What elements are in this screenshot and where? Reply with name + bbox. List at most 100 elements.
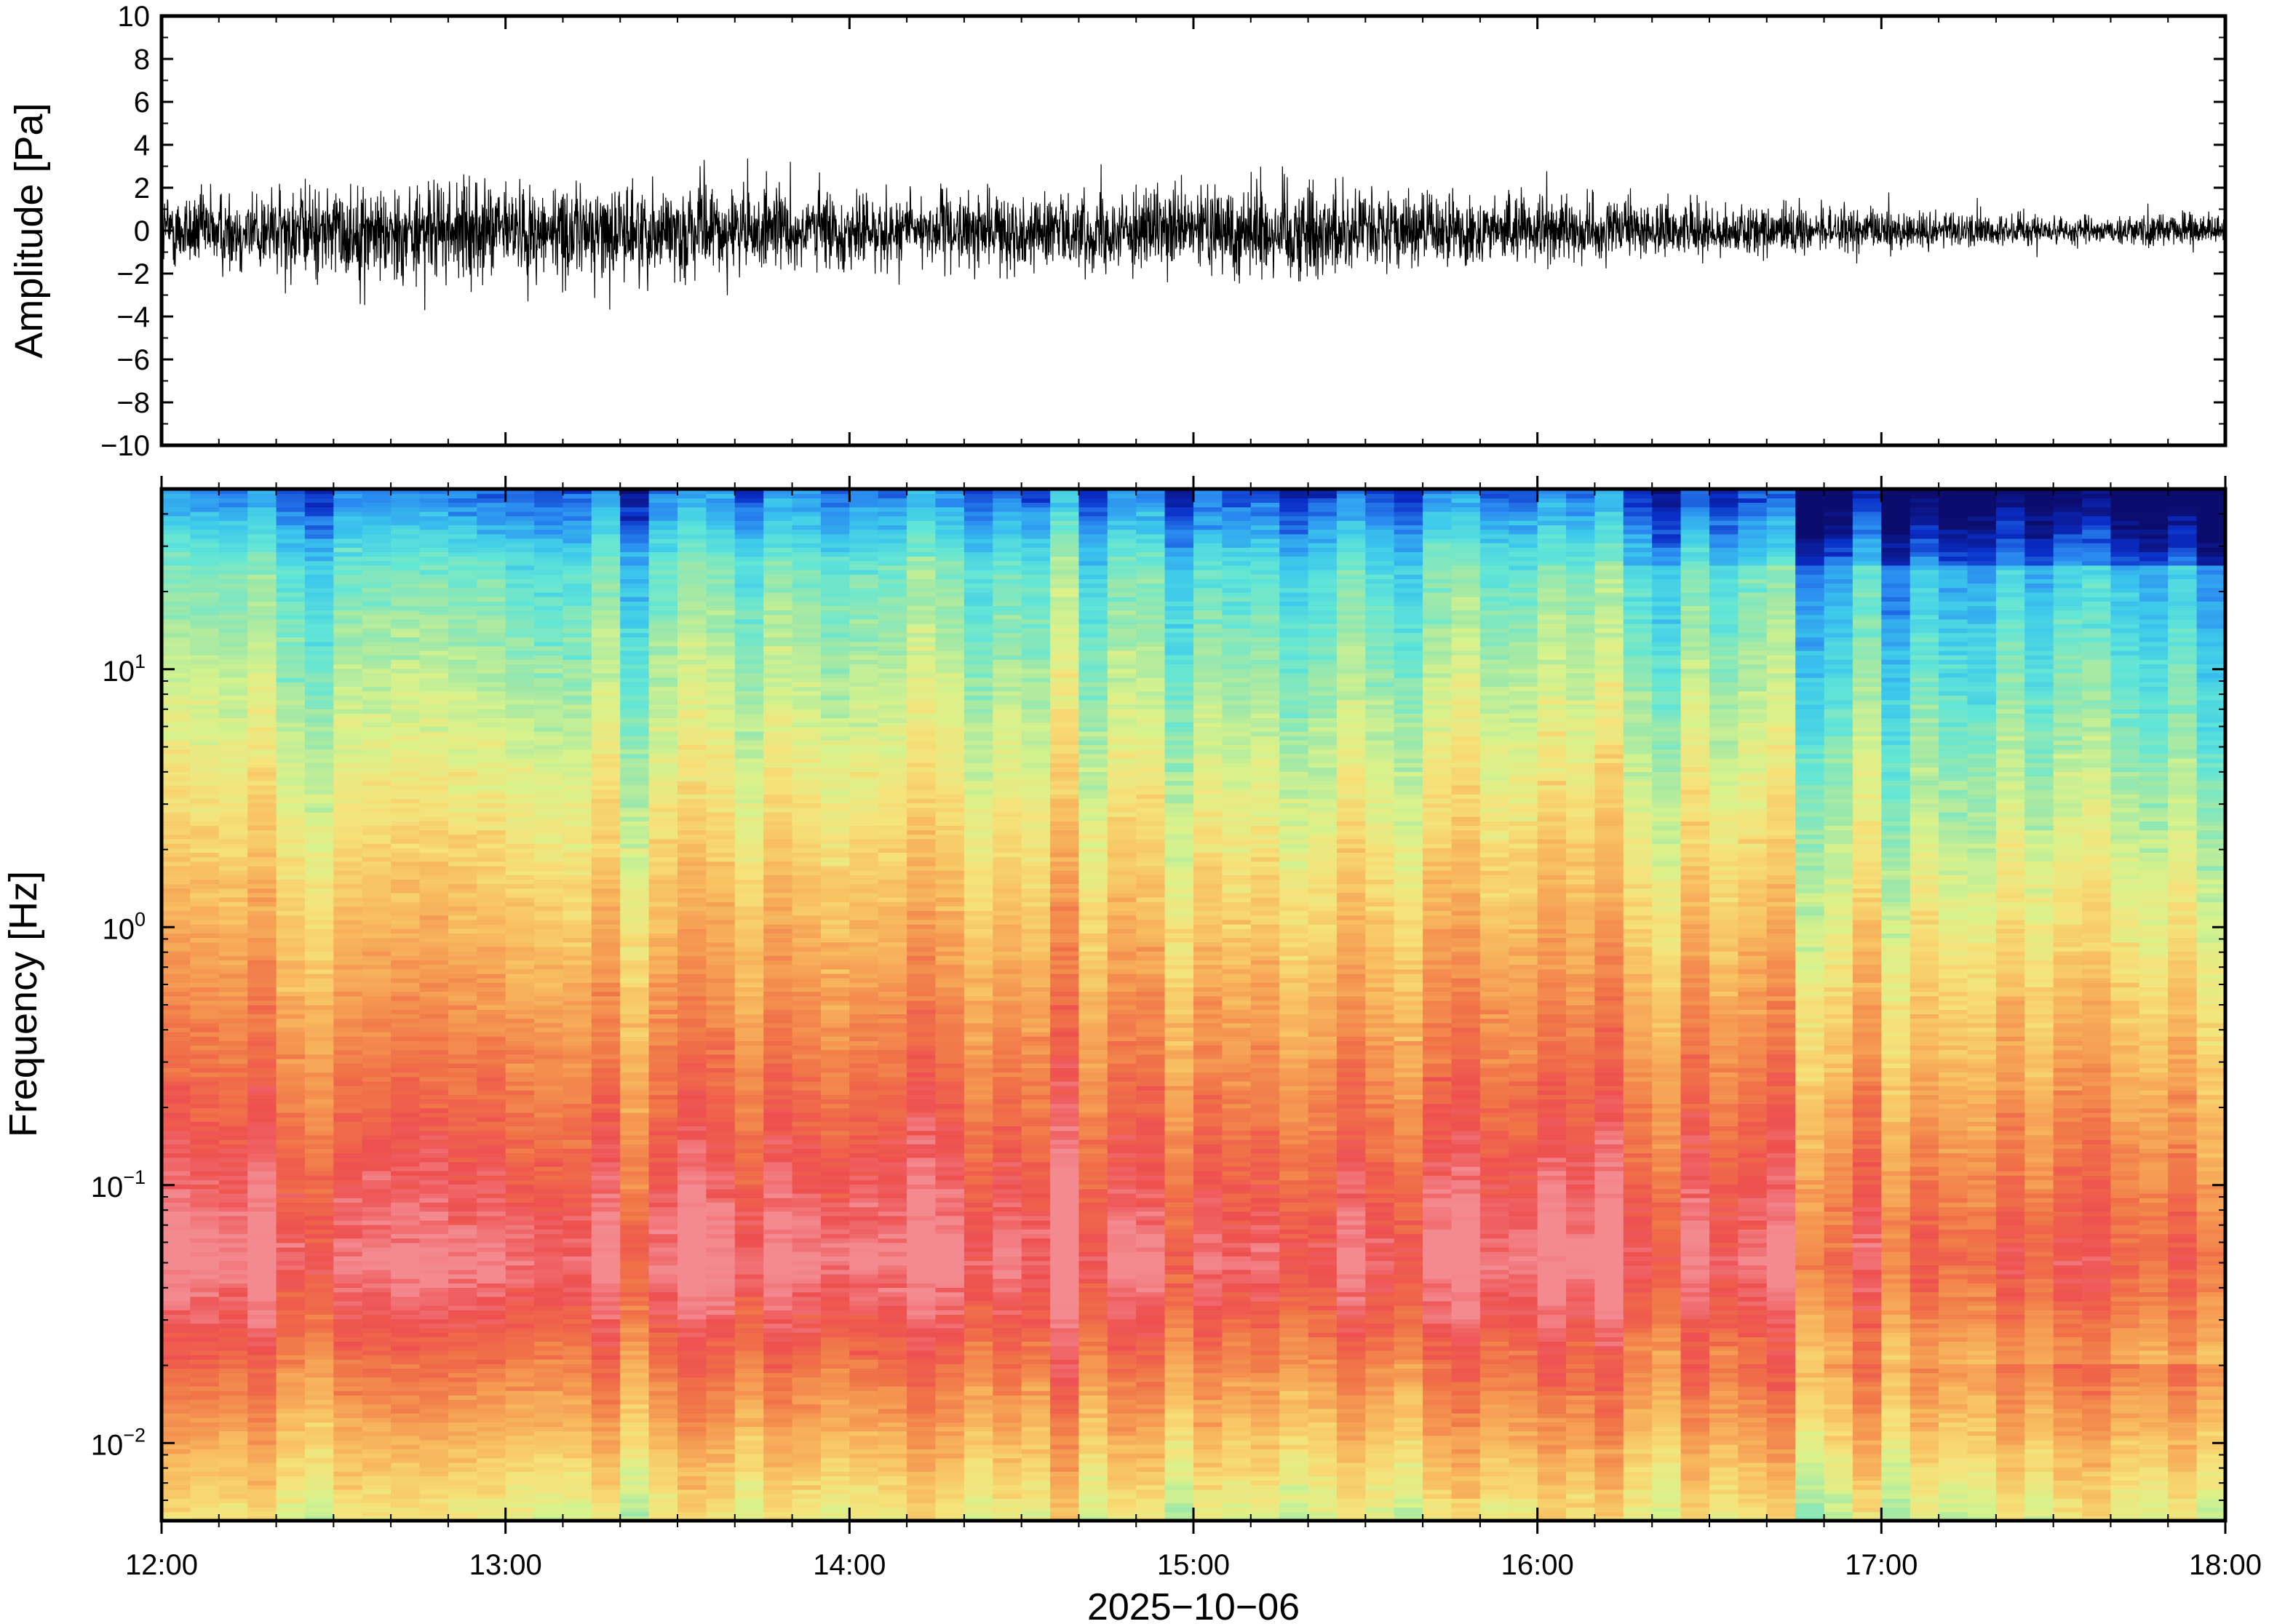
spectrogram-cell — [419, 1256, 449, 1262]
spectrogram-cell — [276, 1036, 306, 1041]
spectrogram-cell — [706, 1107, 736, 1113]
spectrogram-cell — [706, 1005, 736, 1010]
spectrogram-cell — [534, 888, 564, 893]
spectrogram-cell — [362, 888, 392, 893]
spectrogram-cell — [620, 1225, 650, 1230]
spectrogram-cell — [648, 919, 678, 925]
spectrogram-cell — [563, 1386, 592, 1391]
spectrogram-cell — [333, 1408, 363, 1414]
spectrogram-cell — [563, 597, 592, 602]
spectrogram-cell — [477, 1413, 506, 1418]
spectrogram-cell — [734, 749, 764, 755]
spectrogram-cell — [505, 682, 535, 687]
spectrogram-cell — [534, 1260, 564, 1266]
spectrogram-cell — [304, 1198, 334, 1203]
spectrogram-cell — [620, 726, 650, 732]
spectrogram-cell — [648, 955, 678, 960]
spectrogram-cell — [648, 601, 678, 606]
spectrogram-cell — [304, 699, 334, 705]
spectrogram-cell — [534, 1014, 564, 1019]
spectrogram-cell — [534, 1076, 564, 1082]
spectrogram-cell — [218, 1381, 248, 1387]
spectrogram-cell — [448, 1337, 477, 1342]
spectrogram-cell — [591, 942, 621, 947]
spectrogram-cell — [706, 1211, 736, 1217]
spectrogram-cell — [706, 1018, 736, 1024]
spectrogram-cell — [419, 1094, 449, 1100]
spectrogram-cell — [734, 1171, 764, 1176]
spectrogram-cell — [448, 1086, 477, 1091]
spectrogram-cell — [534, 1094, 564, 1100]
spectrogram-cell — [734, 946, 764, 952]
spectrogram-cell — [505, 1480, 535, 1486]
spectrogram-cell — [648, 664, 678, 669]
spectrogram-cell — [448, 597, 477, 602]
spectrogram-cell — [333, 529, 363, 535]
spectrogram-cell — [218, 583, 248, 589]
spectrogram-cell — [247, 1130, 277, 1136]
spectrogram-cell — [734, 529, 764, 535]
spectrogram-cell — [534, 592, 564, 597]
spectrogram-cell — [190, 1238, 220, 1243]
spectrogram-cell — [620, 829, 650, 835]
spectrogram-cell — [247, 731, 277, 736]
spectrogram-cell — [677, 740, 707, 746]
spectrogram-cell — [162, 1080, 191, 1086]
spectrogram-cell — [477, 1063, 506, 1068]
spectrogram-cell — [591, 1256, 621, 1262]
spectrogram-cell — [677, 1144, 707, 1149]
spectrogram-cell — [563, 1511, 592, 1517]
spectrogram-cell — [677, 489, 707, 494]
spectrogram-cell — [620, 489, 650, 494]
spectrogram-cell — [162, 525, 191, 530]
spectrogram-cell — [591, 1225, 621, 1230]
amplitude-axis-label: Amplitude [Pa] — [7, 103, 51, 358]
spectrogram-cell — [333, 946, 363, 952]
spectrogram-cell — [247, 1323, 277, 1329]
spectrogram-cell — [677, 888, 707, 893]
spectrogram-cell — [304, 583, 334, 589]
spectrogram-cell — [162, 1457, 191, 1463]
spectrogram-cell — [677, 1359, 707, 1364]
spectrogram-cell — [505, 1291, 535, 1297]
spectrogram-cell — [448, 1467, 477, 1472]
spectrogram-cell — [362, 1121, 392, 1127]
spectrogram-cell — [706, 780, 736, 786]
spectrogram-cell — [391, 605, 421, 611]
spectrogram-cell — [362, 1332, 392, 1337]
spectrogram-cell — [591, 767, 621, 772]
spectrogram-cell — [419, 1435, 449, 1441]
spectrogram-cell — [218, 1188, 248, 1194]
spectrogram-cell — [362, 525, 392, 530]
spectrogram-cell — [162, 897, 191, 902]
spectrogram-cell — [534, 816, 564, 821]
spectrogram-cell — [591, 1265, 621, 1270]
spectrogram-cell — [391, 736, 421, 741]
spectrogram-cell — [648, 533, 678, 539]
spectrogram-cell — [677, 1027, 707, 1032]
spectrogram-cell — [505, 556, 535, 562]
spectrogram-cell — [734, 637, 764, 642]
spectrogram-cell — [190, 498, 220, 503]
spectrogram-cell — [391, 1300, 421, 1306]
spectrogram-cell — [190, 829, 220, 835]
spectrogram-cell — [391, 1476, 421, 1481]
spectrogram-cell — [477, 776, 506, 781]
spectrogram-cell — [333, 1296, 363, 1302]
spectrogram-cell — [247, 1059, 277, 1064]
spectrogram-cell — [190, 1422, 220, 1428]
spectrogram-cell — [534, 699, 564, 705]
spectrogram-cell — [304, 516, 334, 521]
spectrogram-cell — [734, 628, 764, 633]
spectrogram-cell — [591, 1134, 621, 1140]
spectrogram-cell — [534, 848, 564, 853]
spectrogram-cell — [648, 991, 678, 997]
spectrogram-cell — [591, 987, 621, 992]
spectrogram-cell — [419, 597, 449, 602]
spectrogram-cell — [477, 1072, 506, 1078]
spectrogram-cell — [190, 682, 220, 687]
spectrogram-cell — [448, 1364, 477, 1369]
spectrogram-cell — [763, 1381, 793, 1387]
spectrogram-cell — [391, 744, 421, 750]
spectrogram-cell — [591, 570, 621, 575]
